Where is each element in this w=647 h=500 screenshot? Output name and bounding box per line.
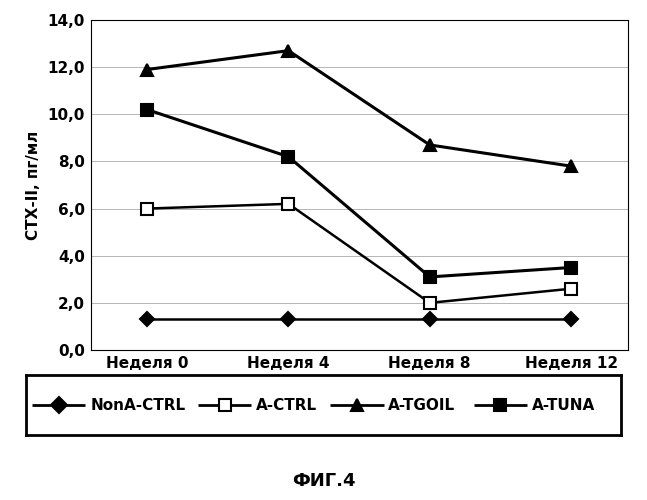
Y-axis label: СТХ-II, пг/мл: СТХ-II, пг/мл	[26, 130, 41, 240]
Text: A-TUNA: A-TUNA	[532, 398, 595, 412]
Text: ФИГ.4: ФИГ.4	[292, 472, 355, 490]
Text: A-TGOIL: A-TGOIL	[388, 398, 455, 412]
Text: A-CTRL: A-CTRL	[256, 398, 318, 412]
Text: NonA-CTRL: NonA-CTRL	[90, 398, 185, 412]
